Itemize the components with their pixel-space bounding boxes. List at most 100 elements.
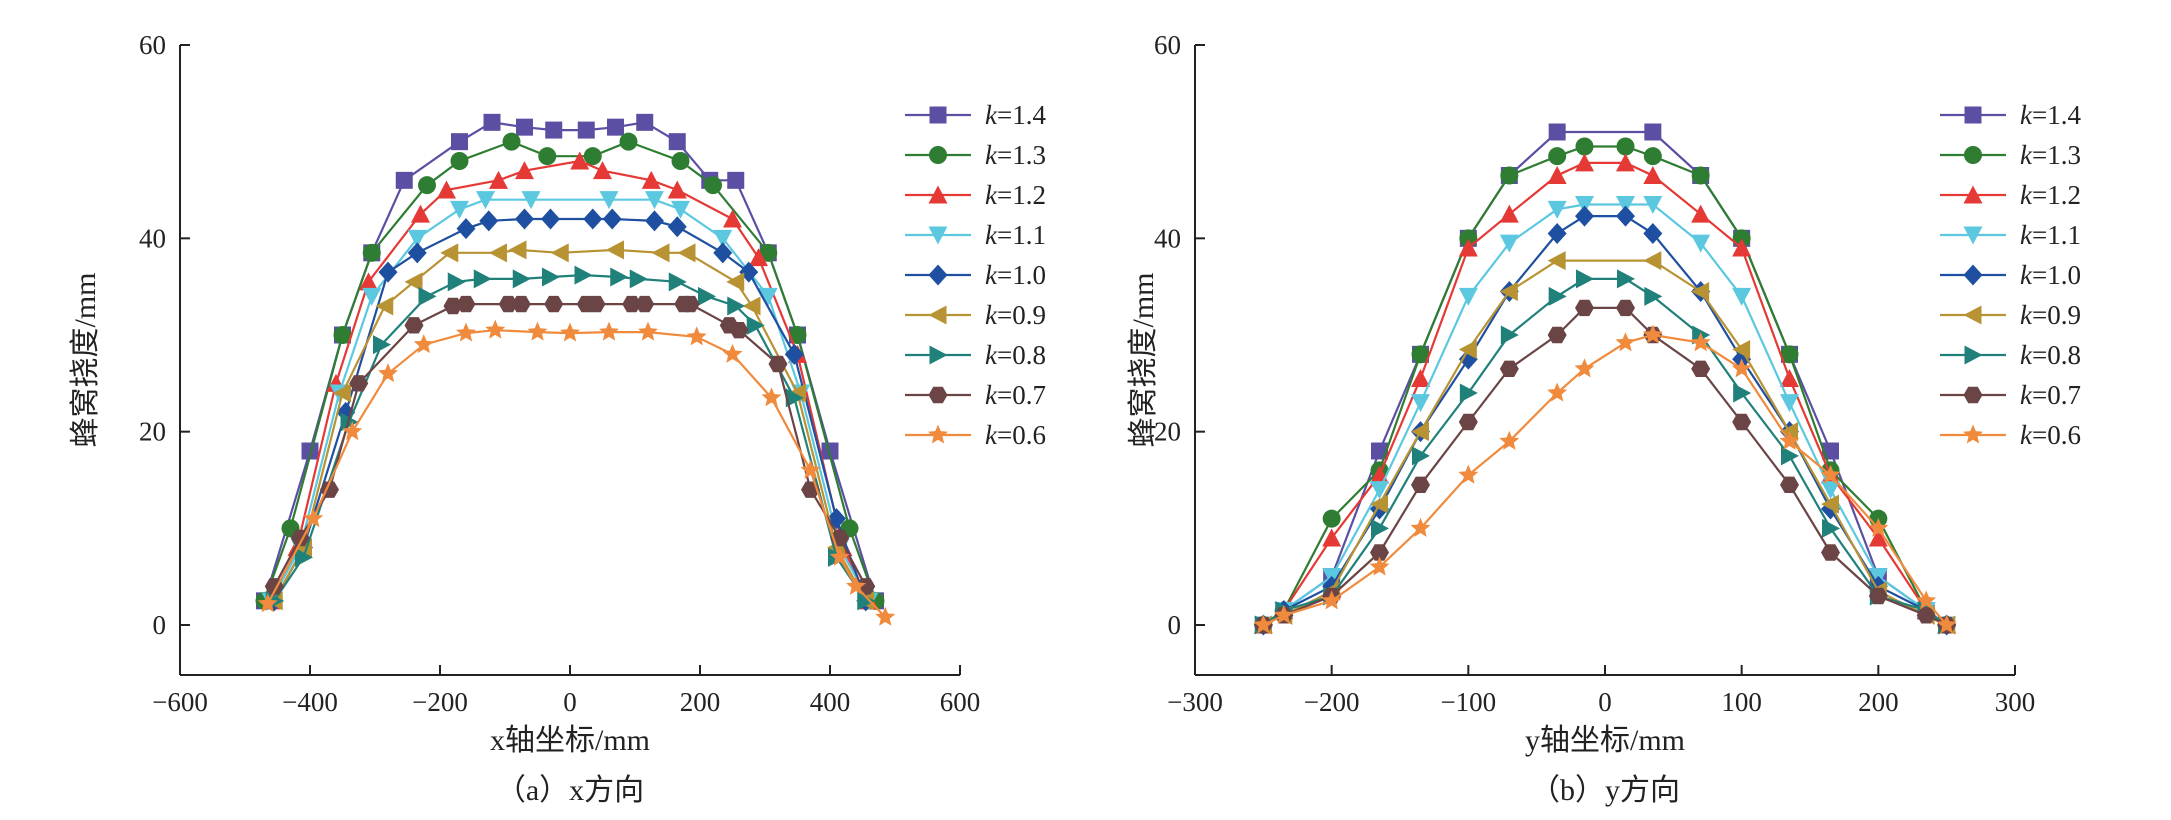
data-point xyxy=(489,170,508,189)
data-point xyxy=(671,200,690,219)
legend-label: k=1.1 xyxy=(985,220,1046,250)
legend-entry: k=0.8 xyxy=(1940,340,2081,370)
data-point xyxy=(1780,422,1798,442)
data-point xyxy=(485,319,506,339)
data-point xyxy=(602,208,622,230)
data-point xyxy=(1916,607,1936,624)
legend-label: k=1.4 xyxy=(2020,100,2081,130)
x-tick-label: 0 xyxy=(1598,687,1612,717)
data-point xyxy=(404,317,424,334)
data-point xyxy=(418,176,436,195)
series-k=0.6 xyxy=(257,319,896,626)
data-point xyxy=(645,191,664,210)
x-tick-label: 100 xyxy=(1721,687,1762,717)
legend-label: k=1.3 xyxy=(985,140,1046,170)
data-point xyxy=(407,242,427,264)
legend-marker xyxy=(1963,424,1983,444)
data-point xyxy=(1499,282,1518,301)
data-point xyxy=(713,229,733,248)
series-line xyxy=(266,329,887,619)
series-line xyxy=(1262,306,1948,626)
data-point xyxy=(1732,238,1752,257)
data-point xyxy=(593,161,612,180)
data-point xyxy=(1820,464,1841,484)
data-point xyxy=(829,546,850,566)
data-point xyxy=(727,171,745,189)
data-point xyxy=(1459,229,1478,248)
series-line xyxy=(270,198,870,602)
data-point xyxy=(1499,234,1519,253)
data-point xyxy=(340,412,359,432)
data-point xyxy=(1780,345,1799,364)
legend-marker xyxy=(928,424,948,444)
x-tick-label: −200 xyxy=(412,687,468,717)
data-point xyxy=(1781,446,1799,466)
y-tick-label: 40 xyxy=(139,223,166,253)
data-point xyxy=(758,287,778,306)
data-point xyxy=(821,442,839,460)
series-line xyxy=(1262,161,1948,626)
data-point xyxy=(1780,394,1799,413)
data-point xyxy=(456,295,476,313)
data-point xyxy=(333,326,352,344)
series-line xyxy=(1262,130,1948,626)
legend-label: k=0.6 xyxy=(985,420,1046,450)
legend-entry: k=1.0 xyxy=(1940,260,2081,290)
legend-marker xyxy=(1964,345,1983,365)
y-tick-label: 20 xyxy=(139,417,166,447)
panel-caption: （b）y方向 xyxy=(1530,774,1680,807)
data-point xyxy=(1547,200,1567,219)
data-point xyxy=(375,296,394,316)
data-point xyxy=(1821,481,1840,500)
data-point xyxy=(1410,517,1431,537)
data-point xyxy=(635,295,655,313)
data-point xyxy=(437,180,456,199)
data-point xyxy=(1458,287,1478,306)
series-line xyxy=(1262,203,1948,626)
data-point xyxy=(1499,360,1519,378)
data-point xyxy=(1731,358,1752,378)
series-k=1.3 xyxy=(255,132,885,610)
data-point xyxy=(667,216,687,238)
data-point xyxy=(508,240,527,260)
data-point xyxy=(599,191,619,210)
series-line xyxy=(263,140,877,602)
data-point xyxy=(362,287,382,306)
data-point xyxy=(1371,518,1389,538)
data-point xyxy=(1575,299,1594,317)
y-tick-label: 0 xyxy=(1168,610,1182,640)
data-point xyxy=(1779,430,1800,450)
data-point xyxy=(362,243,381,262)
data-point xyxy=(450,152,469,170)
data-point xyxy=(1644,286,1663,306)
data-point xyxy=(759,243,778,262)
legend-marker xyxy=(1963,305,1982,325)
data-point xyxy=(574,265,593,285)
data-point xyxy=(1643,196,1663,214)
data-point xyxy=(636,113,654,131)
x-tick-label: 200 xyxy=(1858,687,1899,717)
data-point xyxy=(473,269,492,289)
data-point xyxy=(1548,147,1567,166)
legend-entry: k=1.3 xyxy=(1940,140,2081,170)
data-point xyxy=(1458,413,1478,431)
data-point xyxy=(1547,326,1567,344)
data-point xyxy=(1616,299,1635,317)
data-point xyxy=(447,272,466,292)
data-point xyxy=(1322,528,1342,547)
legend-entry: k=0.9 xyxy=(1940,300,2081,330)
series-k=1.2 xyxy=(1253,153,1957,634)
data-point xyxy=(727,296,746,316)
y-axis-title: 蜂窝挠度/mm xyxy=(1127,272,1160,447)
data-point xyxy=(607,118,624,136)
data-point xyxy=(1458,464,1479,484)
legend-entry: k=0.6 xyxy=(1940,420,2081,450)
legend-label: k=1.2 xyxy=(985,180,1046,210)
data-point xyxy=(667,180,687,199)
legend-marker xyxy=(1964,146,1982,164)
data-point xyxy=(586,295,606,313)
legend-label: k=0.7 xyxy=(2020,380,2081,410)
data-point xyxy=(1916,590,1937,610)
data-point xyxy=(502,132,521,151)
legend-marker xyxy=(929,345,948,365)
